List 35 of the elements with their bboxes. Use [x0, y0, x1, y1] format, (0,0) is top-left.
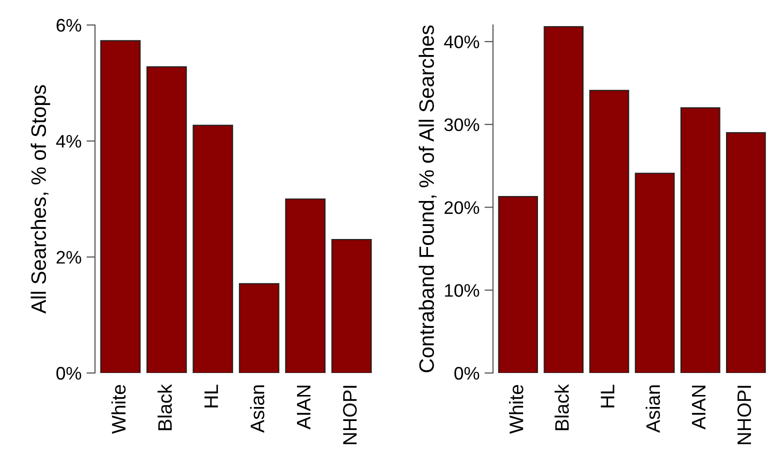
y-tick-label: 2%: [56, 250, 82, 264]
x-tick-label: White: [509, 384, 524, 434]
bar: [634, 172, 675, 373]
bar: [331, 239, 372, 373]
bar: [680, 107, 720, 373]
x-tick-label: NHOPI: [737, 386, 752, 444]
x-tick-label: AIAN: [692, 386, 706, 430]
bar: [589, 90, 630, 373]
bar: [146, 66, 187, 373]
y-tick-label: 40%: [444, 36, 480, 48]
x-tick-label: Black: [158, 384, 172, 430]
x-tick-label: AIAN: [296, 386, 310, 430]
x-tick-label: HL: [600, 384, 614, 408]
y-tick-label: 4%: [56, 135, 82, 148]
y-axis-title: All Searches, % of Stops: [30, 85, 50, 314]
x-tick-label: Asian: [250, 385, 264, 433]
y-axis-title: Contraband Found, % of All Searches: [418, 25, 436, 372]
y-tick-label: 20%: [444, 201, 480, 214]
x-tick-label: Black: [554, 384, 569, 430]
x-tick-label: Asian: [646, 385, 660, 433]
bar: [544, 26, 584, 373]
x-tick-label: White: [111, 384, 126, 434]
y-tick-label: 30%: [444, 118, 480, 132]
y-tick-label: 0%: [56, 366, 82, 380]
bar: [726, 132, 766, 373]
y-tick-label: 10%: [445, 284, 480, 297]
bar: [100, 40, 141, 373]
bar: [498, 196, 538, 373]
x-tick-label: HL: [204, 384, 218, 408]
y-tick-label: 6%: [56, 18, 82, 32]
x-tick-label: NHOPI: [343, 386, 357, 444]
bar: [192, 124, 234, 373]
y-tick-label: 0%: [454, 366, 480, 380]
bar: [285, 198, 326, 373]
bar: [238, 283, 280, 373]
